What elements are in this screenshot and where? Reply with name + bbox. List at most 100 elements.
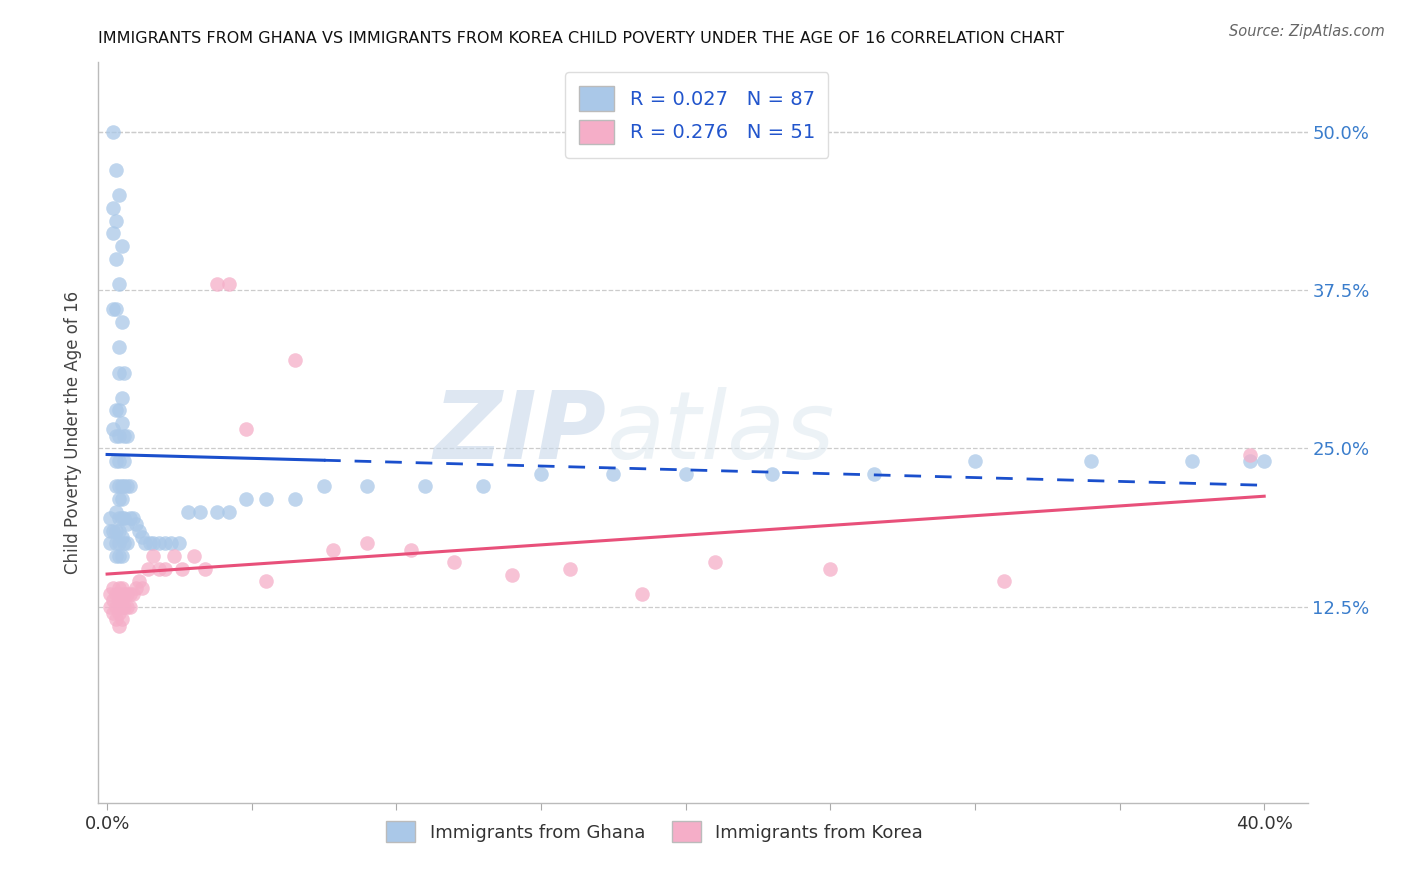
Point [107,340,129,354]
Point [631,587,654,601]
Point [284,491,307,506]
Point [218,277,240,291]
Point [104,302,127,317]
Point [205,505,228,519]
Point [101,302,124,317]
Point [107,429,129,443]
Point [128,574,150,589]
Point [104,587,127,601]
Point [107,606,129,620]
Point [148,536,170,550]
Point [117,429,139,443]
Point [169,536,191,550]
Point [98,587,121,601]
Point [443,555,465,569]
Point [107,511,129,525]
Point [128,524,150,538]
Point [134,536,156,550]
Point [188,505,211,519]
Point [107,536,129,550]
Point [675,467,697,481]
Point [107,188,129,202]
Point [205,277,228,291]
Point [98,536,121,550]
Point [107,479,129,493]
Point [114,366,136,380]
Point [107,549,129,563]
Point [110,491,132,506]
Point [107,403,129,417]
Text: ZIP: ZIP [433,386,606,479]
Point [356,536,378,550]
Point [104,163,127,178]
Point [110,549,132,563]
Point [820,562,842,576]
Point [153,562,176,576]
Point [322,542,344,557]
Point [104,403,127,417]
Point [107,618,129,632]
Point [142,536,165,550]
Point [104,213,127,227]
Point [101,227,124,241]
Point [1239,448,1261,462]
Point [98,599,121,614]
Point [122,587,145,601]
Text: IMMIGRANTS FROM GHANA VS IMMIGRANTS FROM KOREA CHILD POVERTY UNDER THE AGE OF 16: IMMIGRANTS FROM GHANA VS IMMIGRANTS FROM… [98,31,1064,46]
Point [107,454,129,468]
Point [125,517,148,532]
Point [159,536,181,550]
Point [117,536,139,550]
Point [125,581,148,595]
Point [110,530,132,544]
Point [177,505,200,519]
Point [101,593,124,607]
Point [110,391,132,405]
Point [254,491,277,506]
Text: atlas: atlas [606,387,835,478]
Point [122,511,145,525]
Point [218,505,240,519]
Point [104,454,127,468]
Point [1253,454,1275,468]
Point [117,587,139,601]
Point [194,562,217,576]
Point [114,454,136,468]
Point [110,239,132,253]
Point [114,536,136,550]
Point [98,511,121,525]
Point [235,491,257,506]
Point [254,574,277,589]
Point [104,536,127,550]
Point [114,479,136,493]
Point [104,549,127,563]
Point [114,511,136,525]
Point [114,599,136,614]
Point [104,479,127,493]
Point [104,429,127,443]
Point [104,599,127,614]
Point [104,612,127,626]
Point [101,606,124,620]
Point [312,479,335,493]
Point [183,549,205,563]
Point [284,352,307,367]
Point [110,599,132,614]
Point [110,315,132,329]
Point [356,479,378,493]
Point [172,562,194,576]
Point [142,549,165,563]
Point [107,581,129,595]
Text: Source: ZipAtlas.com: Source: ZipAtlas.com [1229,24,1385,39]
Point [153,536,176,550]
Point [98,524,121,538]
Point [117,599,139,614]
Point [120,511,142,525]
Point [148,562,170,576]
Point [139,536,162,550]
Point [472,479,495,493]
Point [120,587,142,601]
Point [110,416,132,430]
Y-axis label: Child Poverty Under the Age of 16: Child Poverty Under the Age of 16 [65,291,83,574]
Point [963,454,986,468]
